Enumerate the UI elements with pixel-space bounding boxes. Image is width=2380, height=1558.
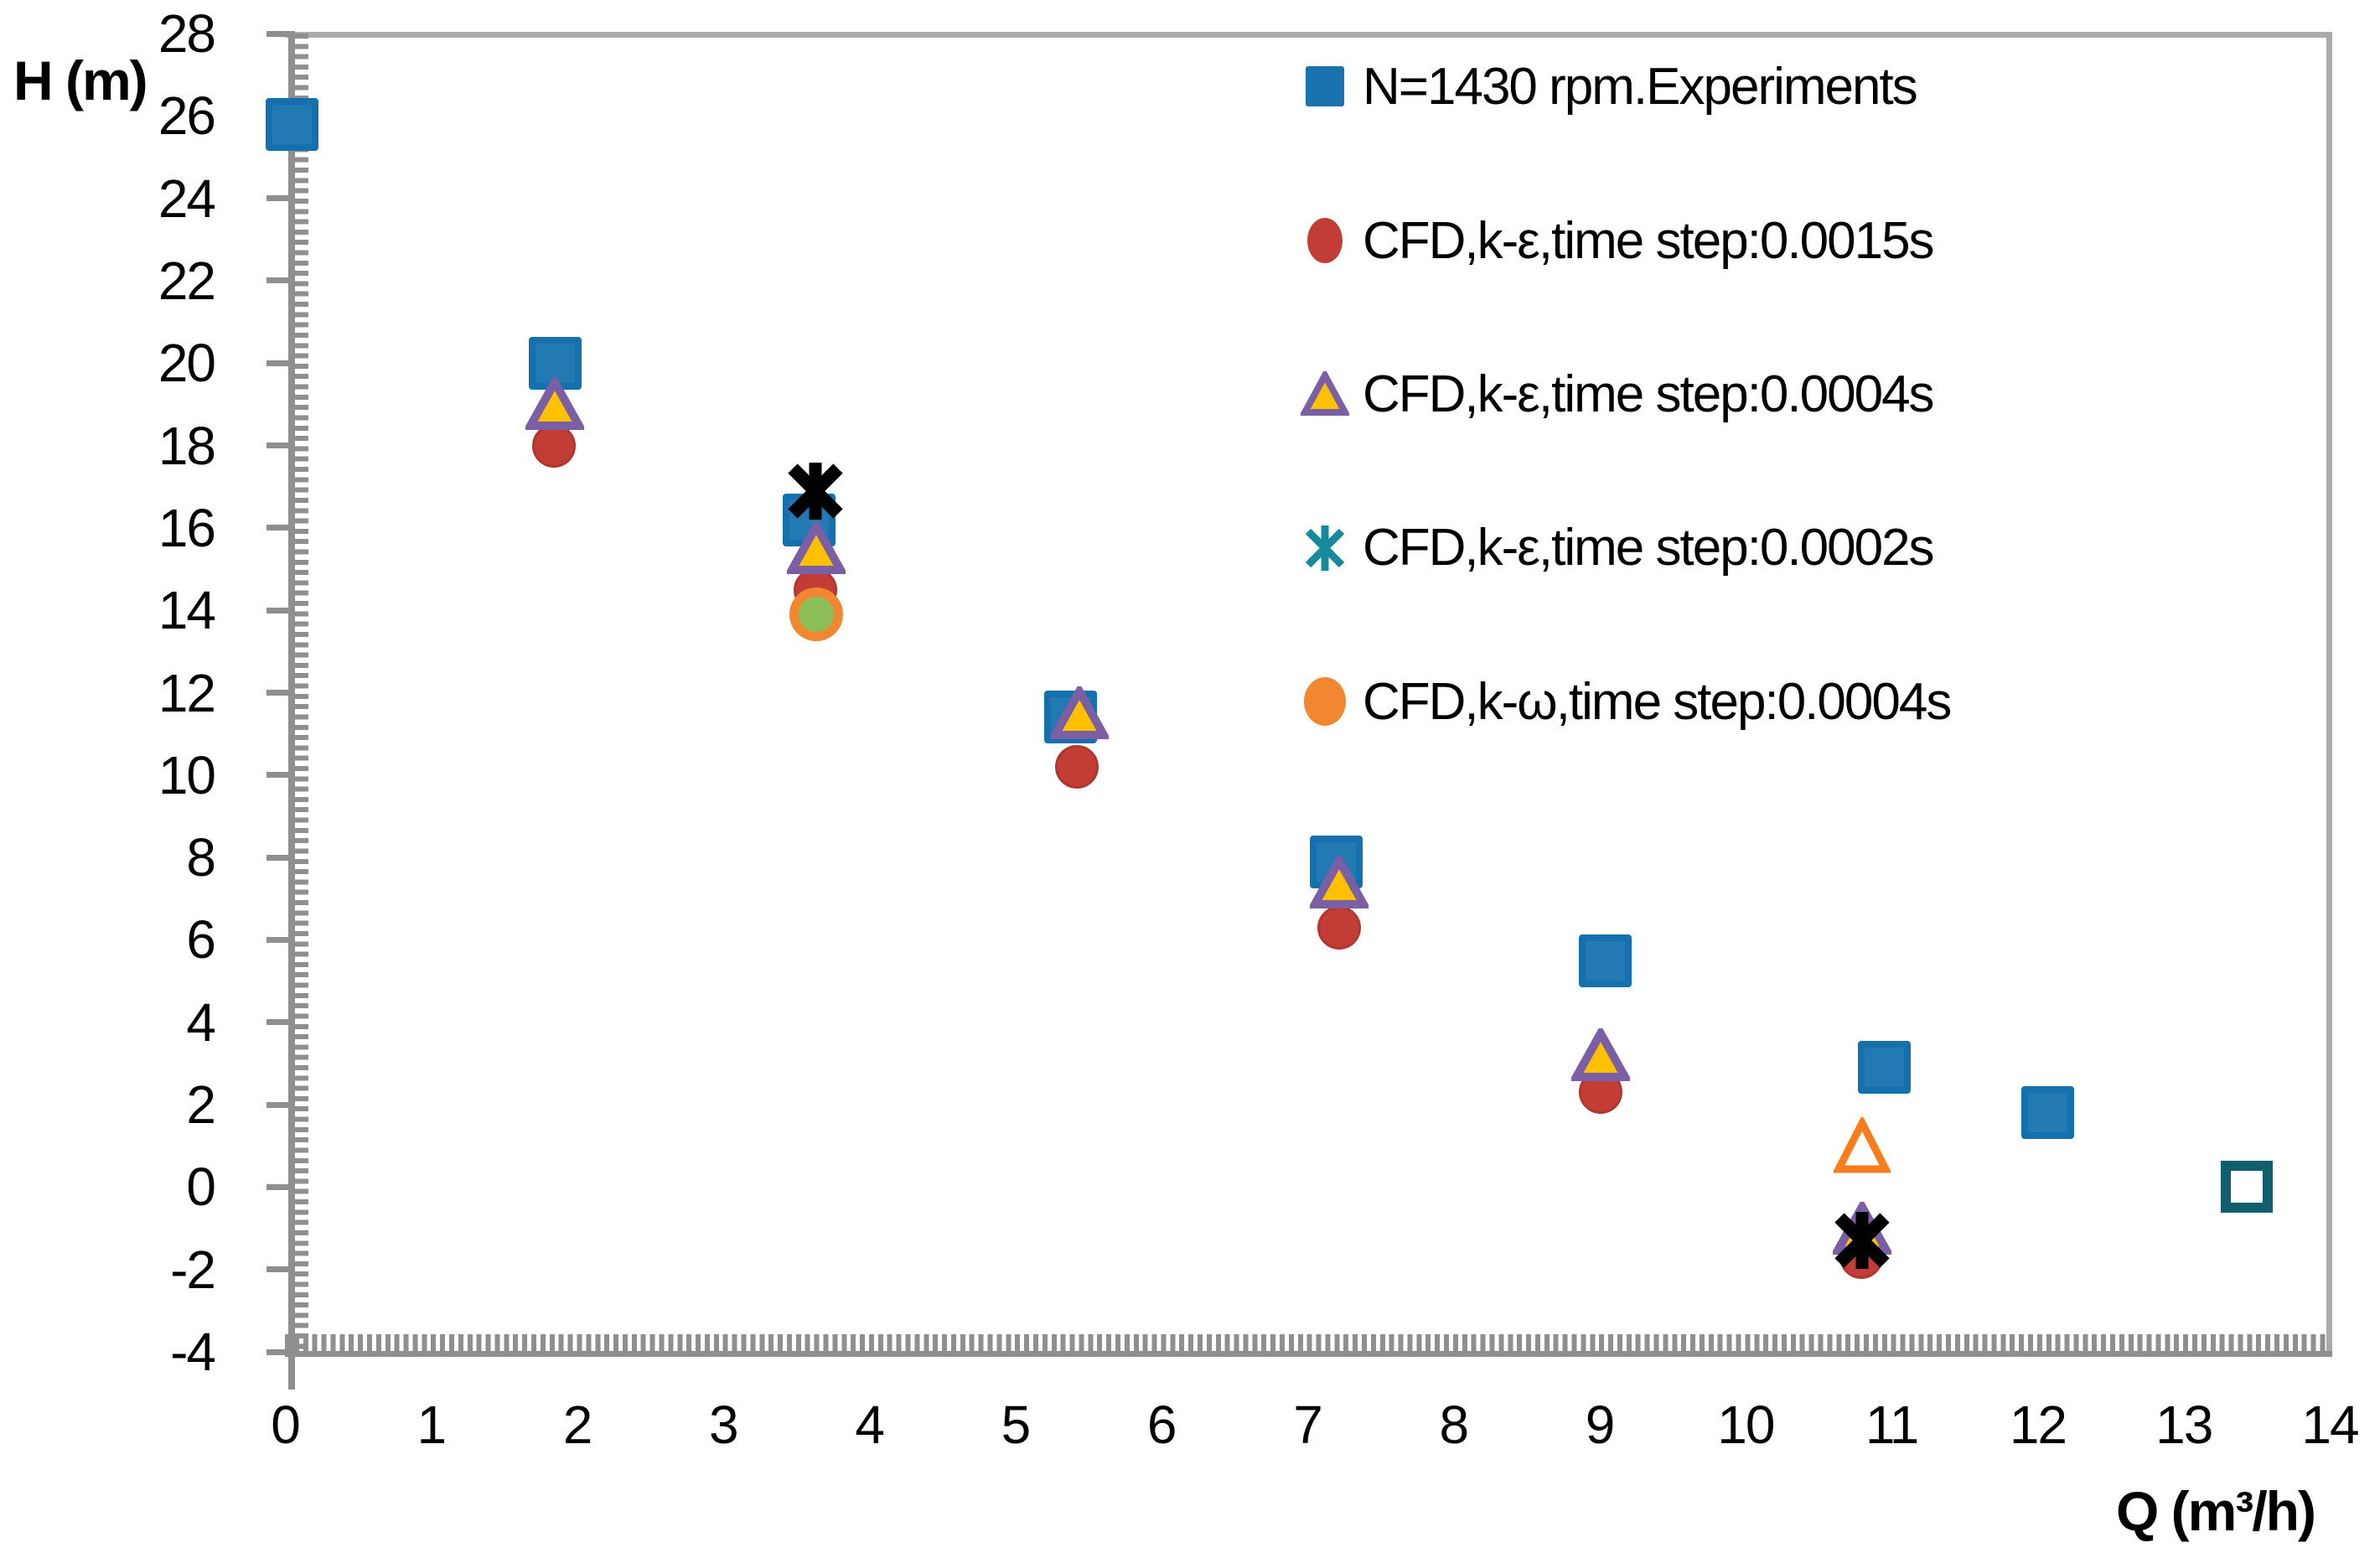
x-tick-label: 9 [1585,1395,1616,1455]
y-tick-label: 20 [158,333,216,394]
y-axis-minor-ticks [295,34,308,1352]
legend-marker-triangle [1301,371,1349,417]
legend-item: CFD,k-ε,time step:0.0015s [1301,202,1935,279]
y-tick-label: 16 [158,497,216,558]
x-axis-line [285,1351,2332,1357]
y-tick-label: 4 [186,991,216,1053]
marker-square [266,97,319,151]
legend-item: CFD,k-ε,time step:0.0004s [1301,355,1935,432]
x-tick-label: 1 [416,1395,447,1455]
legend-ellipse-glyph [1307,218,1343,263]
marker-square [1579,934,1632,987]
y-tick-label: 14 [158,580,216,641]
y-tick-label: 0 [186,1157,216,1218]
legend-marker-square [1301,66,1349,106]
legend-marker-ellipse [1301,677,1349,726]
marker-triangle [1310,855,1369,908]
marker-triangle [1050,686,1110,740]
marker-ring [789,587,844,642]
y-tick-label: 10 [158,744,216,805]
y-tick-label: 12 [158,662,216,723]
marker-triangle [787,521,846,575]
y-tick-label: 8 [186,827,216,888]
plot-border-top [285,32,2332,38]
x-tick-label: 2 [562,1395,593,1455]
x-tick-label: 11 [1865,1395,1919,1455]
y-axis-major-tick [266,360,295,366]
marker-square [2021,1086,2075,1140]
y-axis-major-tick [266,443,295,449]
marker-open-triangle [1834,1117,1891,1173]
x-tick-label: 14 [2301,1395,2359,1455]
x-axis-minor-ticks [285,1334,2326,1351]
x-tick-label: 10 [1717,1395,1775,1455]
y-axis-major-tick [266,854,295,861]
x-tick-label: 5 [1001,1395,1032,1455]
y-axis-major-tick [266,690,295,696]
x-axis-title: Q (m³/h) [2116,1480,2316,1542]
y-tick-label: -4 [170,1322,216,1382]
legend-item-label: N=1430 rpm.Experiments [1363,57,1918,116]
marker-square [1857,1041,1911,1095]
y-axis-major-tick [266,525,295,531]
y-tick-label: 24 [158,168,216,229]
x-tick-label: 8 [1439,1395,1469,1455]
legend-item-label: CFD,k-ε,time step:0.0002s [1363,518,1935,577]
marker-triangle [1571,1028,1631,1082]
marker-asterisk [787,462,843,520]
marker-triangle [525,377,585,431]
y-tick-label: 18 [158,415,216,476]
y-axis-major-tick [266,195,295,202]
legend-ellipse-glyph [1304,677,1346,726]
y-tick-label: 26 [158,85,216,147]
y-axis-title: H (m) [13,49,148,111]
y-tick-label: 22 [158,250,216,311]
y-axis-major-tick [266,772,295,779]
legend-marker-ellipse [1301,218,1349,263]
y-tick-label: 28 [158,3,216,64]
plot-border-right [2326,32,2332,1357]
x-tick-label: 3 [709,1395,739,1455]
marker-circle [1317,905,1362,950]
y-axis-major-tick [266,1348,295,1355]
y-tick-label: -2 [170,1239,216,1300]
legend-square-glyph [1306,66,1344,106]
y-axis-major-tick [266,1101,295,1108]
y-tick-label: 2 [186,1074,216,1136]
y-axis-major-tick [266,1183,295,1190]
y-axis-major-tick [266,936,295,943]
marker-circle [1054,744,1099,789]
y-tick-label: 6 [186,909,216,971]
y-axis-major-tick [266,607,295,613]
x-tick-label: 6 [1146,1395,1177,1455]
x-tick-label: 7 [1293,1395,1323,1455]
legend-item: CFD,k-ω,time step:0.0004s [1301,663,1952,740]
legend-item: N=1430 rpm.Experiments [1301,48,1918,125]
x-tick-label: 13 [2155,1395,2213,1455]
y-axis-line [288,32,295,1390]
legend-x-glyph [1305,525,1345,571]
legend-marker-x6 [1301,523,1349,572]
legend-triangle-glyph [1301,371,1349,416]
x-tick-label: 0 [271,1395,301,1455]
x-tick-label: 4 [855,1395,885,1455]
legend-item: CFD,k-ε,time step:0.0002s [1301,509,1935,586]
y-axis-major-tick [266,1019,295,1026]
marker-asterisk [1834,1212,1890,1270]
marker-open-square [2220,1161,2273,1214]
x-tick-label: 12 [2009,1395,2067,1455]
legend-item-label: CFD,k-ε,time step:0.0015s [1363,211,1935,270]
y-axis-major-tick [266,1266,295,1273]
y-axis-major-tick [266,30,295,37]
y-axis-major-tick [266,277,295,284]
legend-item-label: CFD,k-ε,time step:0.0004s [1363,365,1935,423]
legend-item-label: CFD,k-ω,time step:0.0004s [1363,672,1952,731]
